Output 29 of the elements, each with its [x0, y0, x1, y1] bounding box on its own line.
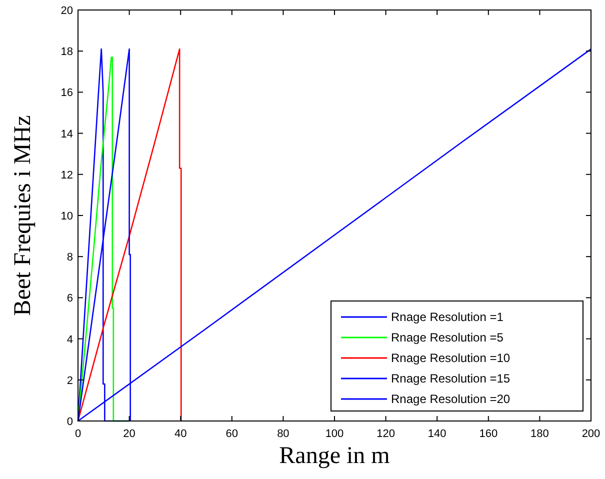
- x-tick-label: 140: [428, 428, 446, 440]
- y-tick-label: 10: [60, 210, 73, 222]
- x-tick-label: 200: [582, 428, 600, 440]
- y-axis-title: Beet Frequies i MHz: [10, 115, 36, 316]
- legend-label: Rnage Resolution =10: [391, 351, 510, 365]
- y-tick-label: 12: [60, 169, 73, 182]
- legend-label: Rnage Resolution =15: [391, 372, 510, 386]
- x-axis-title: Range in m: [279, 443, 390, 469]
- x-tick-label: 0: [74, 428, 82, 440]
- y-tick-label: 16: [60, 87, 73, 100]
- x-tick-label: 160: [479, 428, 498, 440]
- y-tick-label: 20: [60, 5, 73, 17]
- y-tick-label: 4: [66, 334, 73, 346]
- x-tick-label: 120: [376, 428, 395, 440]
- y-tick-label: 0: [66, 416, 73, 428]
- y-tick-label: 18: [60, 46, 73, 58]
- legend-label: Rnage Resolution =5: [391, 330, 504, 344]
- y-tick-label: 8: [66, 252, 73, 264]
- legend-label: Rnage Resolution =1: [391, 310, 504, 324]
- x-tick-label: 40: [174, 428, 187, 440]
- y-tick-label: 2: [66, 374, 73, 387]
- x-tick-label: 180: [530, 428, 549, 440]
- x-tick-label: 20: [123, 428, 136, 440]
- y-tick-label: 6: [66, 292, 73, 305]
- legend-label: Rnage Resolution =20: [391, 392, 510, 406]
- x-tick-label: 100: [325, 428, 344, 440]
- y-tick-label: 14: [60, 128, 73, 140]
- x-tick-label: 60: [226, 428, 238, 440]
- x-tick-label: 80: [277, 428, 290, 440]
